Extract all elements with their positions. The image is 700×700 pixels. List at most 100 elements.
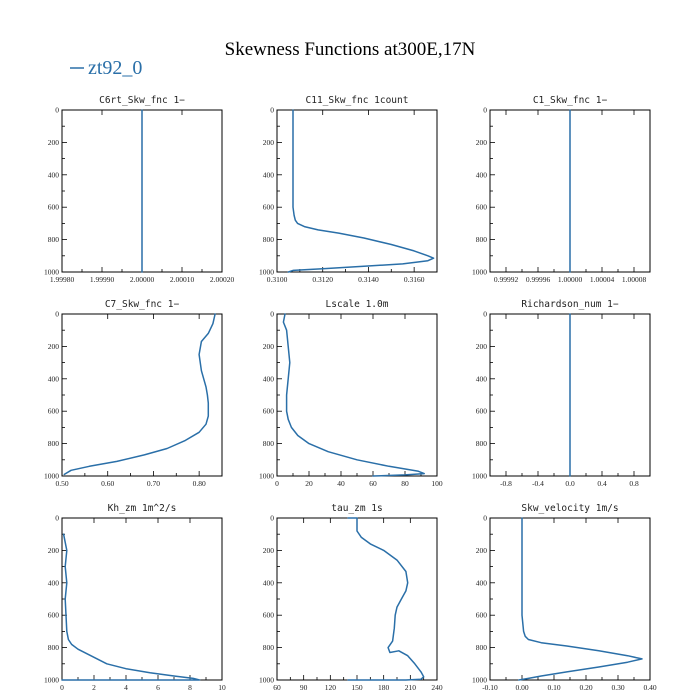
- x-tick-label: 0.70: [147, 479, 160, 488]
- legend: zt92_0: [70, 57, 142, 79]
- y-tick-label: 1000: [472, 676, 487, 685]
- y-tick-label: 400: [48, 170, 60, 179]
- x-tick-label: 10: [218, 683, 226, 692]
- panel-title: Richardson_num 1−: [521, 299, 619, 310]
- x-tick-label: 210: [405, 683, 417, 692]
- y-tick-label: 0: [270, 106, 274, 115]
- x-tick-label: 0.8: [629, 479, 639, 488]
- y-tick-label: 600: [263, 203, 275, 212]
- x-tick-label: 2.00000: [130, 275, 155, 284]
- plot-frame: [276, 517, 438, 681]
- y-tick-label: 0: [483, 514, 487, 523]
- legend-label: zt92_0: [88, 57, 142, 79]
- y-tick-label: 400: [476, 170, 488, 179]
- y-tick-label: 400: [476, 578, 488, 587]
- y-tick-label: 800: [263, 439, 275, 448]
- y-tick-label: 1000: [472, 472, 487, 481]
- x-tick-label: 60: [273, 683, 281, 692]
- y-tick-label: 600: [48, 407, 60, 416]
- series-line: [63, 313, 216, 476]
- y-tick-label: 600: [48, 611, 60, 620]
- x-tick-label: -0.8: [500, 479, 512, 488]
- x-tick-label: 90: [300, 683, 308, 692]
- y-tick-label: 600: [263, 611, 275, 620]
- x-tick-label: 120: [325, 683, 337, 692]
- x-tick-label: 0: [275, 479, 279, 488]
- x-tick-label: 0.99992: [494, 275, 519, 284]
- x-tick-label: -0.4: [532, 479, 544, 488]
- x-tick-label: 240: [431, 683, 443, 692]
- y-tick-label: 1000: [259, 676, 274, 685]
- x-tick-label: 20: [305, 479, 313, 488]
- x-tick-label: 1.00008: [622, 275, 647, 284]
- y-tick-label: 600: [476, 203, 488, 212]
- x-tick-label: 0.3100: [267, 275, 288, 284]
- y-tick-label: 1000: [259, 268, 274, 277]
- panel-title: Kh_zm 1m^2/s: [108, 503, 177, 514]
- x-tick-label: 0.0: [565, 479, 575, 488]
- y-tick-label: 1000: [44, 676, 59, 685]
- x-tick-label: 0: [60, 683, 64, 692]
- panel-title: Lscale 1.0m: [326, 299, 389, 310]
- x-tick-label: 150: [351, 683, 363, 692]
- y-tick-label: 0: [270, 514, 274, 523]
- y-tick-label: 800: [263, 235, 275, 244]
- y-tick-label: 200: [48, 546, 60, 555]
- y-tick-label: 200: [263, 138, 275, 147]
- x-tick-label: 0.3160: [404, 275, 425, 284]
- y-tick-label: 400: [476, 374, 488, 383]
- y-tick-label: 800: [48, 643, 60, 652]
- y-tick-label: 200: [263, 342, 275, 351]
- panel-title: Skw_velocity 1m/s: [521, 503, 618, 514]
- x-tick-label: 1.00004: [590, 275, 615, 284]
- y-tick-label: 200: [48, 342, 60, 351]
- x-tick-label: 180: [378, 683, 390, 692]
- y-tick-label: 800: [476, 235, 488, 244]
- y-tick-label: 1000: [472, 268, 487, 277]
- x-tick-label: 2.00020: [210, 275, 235, 284]
- y-tick-label: 0: [483, 106, 487, 115]
- panel-title: C1_Skw_fnc 1−: [533, 95, 608, 106]
- y-tick-label: 400: [263, 578, 275, 587]
- y-tick-label: 400: [48, 374, 60, 383]
- y-tick-label: 1000: [44, 472, 59, 481]
- y-tick-label: 800: [263, 643, 275, 652]
- x-tick-label: 1.99990: [90, 275, 115, 284]
- series-line: [518, 517, 643, 681]
- plot-frame: [276, 313, 438, 477]
- y-tick-label: 200: [263, 546, 275, 555]
- x-tick-label: 2.00010: [170, 275, 195, 284]
- x-tick-label: 0.3120: [312, 275, 333, 284]
- y-tick-label: 200: [48, 138, 60, 147]
- x-tick-label: -0.10: [482, 683, 498, 692]
- y-tick-label: 0: [55, 310, 59, 319]
- y-tick-label: 200: [476, 138, 488, 147]
- y-tick-label: 0: [55, 106, 59, 115]
- x-tick-label: 0.30: [611, 683, 624, 692]
- figure-title: Skewness Functions at300E,17N: [225, 39, 476, 60]
- x-tick-label: 60: [369, 479, 377, 488]
- x-tick-label: 4: [124, 683, 128, 692]
- plot-frame: [276, 109, 438, 273]
- series-line: [282, 313, 425, 477]
- x-tick-label: 0.80: [193, 479, 206, 488]
- x-tick-label: 0.60: [101, 479, 114, 488]
- panel-title: tau_zm 1s: [331, 503, 382, 514]
- y-tick-label: 600: [476, 407, 488, 416]
- plot-frame: [61, 517, 223, 681]
- panel-title: C7_Skw_fnc 1−: [105, 299, 180, 310]
- panel-title: C6rt_Skw_fnc 1−: [99, 95, 185, 106]
- x-tick-label: 40: [337, 479, 345, 488]
- y-tick-label: 600: [476, 611, 488, 620]
- y-tick-label: 400: [263, 374, 275, 383]
- x-tick-label: 0.20: [579, 683, 592, 692]
- y-tick-label: 800: [48, 235, 60, 244]
- x-tick-label: 0.4: [597, 479, 607, 488]
- y-tick-label: 600: [263, 407, 275, 416]
- y-tick-label: 800: [476, 439, 488, 448]
